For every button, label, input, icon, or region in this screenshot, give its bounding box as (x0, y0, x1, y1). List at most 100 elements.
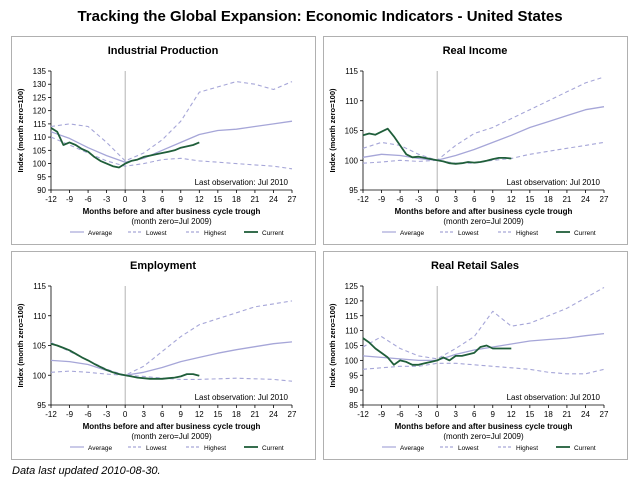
y-tick-label: 95 (349, 186, 358, 195)
x-tick-label: 15 (213, 410, 222, 419)
x-tick-label: 3 (453, 195, 458, 204)
y-tick-label: 90 (349, 386, 358, 395)
legend-label-highest: Highest (516, 230, 538, 237)
y-tick-label: 125 (345, 282, 359, 291)
y-tick-label: 115 (345, 67, 358, 76)
x-tick-label: 12 (195, 410, 204, 419)
x-tick-label: 3 (141, 195, 146, 204)
x-tick-label: 15 (525, 195, 534, 204)
y-tick-label: 135 (33, 67, 47, 76)
x-tick-label: -9 (66, 410, 74, 419)
y-tick-label: 105 (345, 127, 359, 136)
y-tick-label: 110 (33, 312, 46, 321)
legend-label-current: Current (574, 230, 596, 237)
chart-title: Employment (130, 260, 196, 272)
x-axis-label: Months before and after business cycle t… (395, 422, 573, 431)
y-tick-label: 95 (37, 401, 46, 410)
x-axis-sublabel: (month zero=Jul 2009) (443, 432, 524, 441)
y-tick-label: 95 (37, 173, 46, 182)
series-line-current (362, 337, 512, 366)
main-title: Tracking the Global Expansion: Economic … (77, 8, 563, 25)
y-axis-label: Index (month zero=100) (328, 88, 337, 172)
x-tick-label: 18 (232, 410, 241, 419)
y-tick-label: 100 (345, 356, 359, 365)
x-tick-label: 9 (179, 410, 184, 419)
x-tick-label: -3 (415, 195, 423, 204)
y-axis-label: Index (month zero=100) (16, 303, 25, 387)
x-tick-label: 9 (491, 410, 496, 419)
y-tick-label: 105 (33, 146, 47, 155)
y-tick-label: 130 (33, 80, 47, 89)
y-tick-label: 95 (349, 371, 358, 380)
x-tick-label: 15 (213, 195, 222, 204)
series-line-average (362, 332, 605, 362)
last-observation-annotation: Last observation: Jul 2010 (195, 178, 289, 187)
series-line-lowest (362, 362, 605, 375)
x-axis-sublabel: (month zero=Jul 2009) (131, 432, 212, 441)
x-tick-label: -9 (378, 195, 386, 204)
x-tick-label: 27 (288, 410, 297, 419)
legend-label-current: Current (262, 445, 284, 452)
x-tick-label: 6 (160, 410, 165, 419)
x-tick-label: -6 (397, 410, 405, 419)
legend-label-lowest: Lowest (146, 230, 167, 237)
x-tick-label: 6 (160, 195, 165, 204)
chart-title: Real Income (443, 45, 508, 57)
series-line-current (362, 127, 512, 165)
x-tick-label: 24 (269, 410, 278, 419)
x-axis-label: Months before and after business cycle t… (395, 207, 573, 216)
x-axis-label: Months before and after business cycle t… (83, 207, 261, 216)
x-tick-label: 0 (435, 410, 440, 419)
legend-label-highest: Highest (204, 230, 226, 237)
x-tick-label: 24 (581, 410, 590, 419)
x-tick-label: 6 (472, 410, 477, 419)
x-tick-label: -3 (415, 410, 423, 419)
y-tick-label: 120 (33, 107, 47, 116)
legend-label-average: Average (88, 230, 112, 237)
last-observation-annotation: Last observation: Jul 2010 (195, 393, 289, 402)
y-tick-label: 115 (33, 120, 46, 129)
y-tick-label: 100 (33, 160, 47, 169)
chart-panel-real-retail-sales: Real Retail Sales 85 90 95 100 105 110 115 120 12… (323, 251, 628, 460)
y-tick-label: 115 (33, 282, 46, 291)
x-tick-label: -3 (103, 410, 111, 419)
x-tick-label: 24 (581, 195, 590, 204)
series-line-highest (50, 81, 293, 162)
x-tick-label: 0 (123, 410, 128, 419)
legend-label-current: Current (262, 230, 284, 237)
x-tick-label: 24 (269, 195, 278, 204)
x-tick-label: 18 (232, 195, 241, 204)
y-tick-label: 110 (345, 327, 358, 336)
y-tick-label: 125 (33, 93, 47, 102)
legend-label-current: Current (574, 445, 596, 452)
legend-label-average: Average (88, 445, 112, 452)
x-tick-label: 18 (544, 195, 553, 204)
x-tick-label: -3 (103, 195, 111, 204)
chart-panel-employment: Employment 95 100 105 110 115 -12 -9 -6 -3 0 3 6 9 12 1… (11, 251, 316, 460)
y-axis-label: Index (month zero=100) (16, 88, 25, 172)
series-line-highest (362, 76, 605, 161)
y-tick-label: 105 (345, 342, 359, 351)
chart-title: Industrial Production (108, 45, 219, 57)
chart-employment: Employment 95 100 105 110 115 -12 -9 -6 -3 0 3 6 9 12 1… (16, 260, 297, 452)
y-axis-label: Index (month zero=100) (328, 303, 337, 387)
y-tick-label: 85 (349, 401, 358, 410)
x-tick-label: -12 (357, 195, 369, 204)
x-tick-label: 12 (507, 195, 516, 204)
x-tick-label: -12 (357, 410, 369, 419)
y-tick-label: 105 (33, 342, 47, 351)
series-line-average (50, 341, 293, 376)
x-tick-label: 0 (123, 195, 128, 204)
chart-real-income: Real Income 95 100 105 110 115 -12 -9 -6 -3 0 3 6 9 12… (328, 45, 609, 237)
x-tick-label: -6 (397, 195, 405, 204)
y-tick-label: 100 (345, 156, 359, 165)
x-tick-label: 27 (600, 195, 609, 204)
x-tick-label: 21 (562, 195, 571, 204)
x-tick-label: 18 (544, 410, 553, 419)
legend-label-highest: Highest (516, 445, 538, 452)
x-axis-label: Months before and after business cycle t… (83, 422, 261, 431)
last-observation-annotation: Last observation: Jul 2010 (507, 178, 601, 187)
legend-label-lowest: Lowest (458, 230, 479, 237)
chart-real-retail-sales: Real Retail Sales85909510010511011512012… (328, 260, 609, 452)
x-tick-label: 27 (600, 410, 609, 419)
